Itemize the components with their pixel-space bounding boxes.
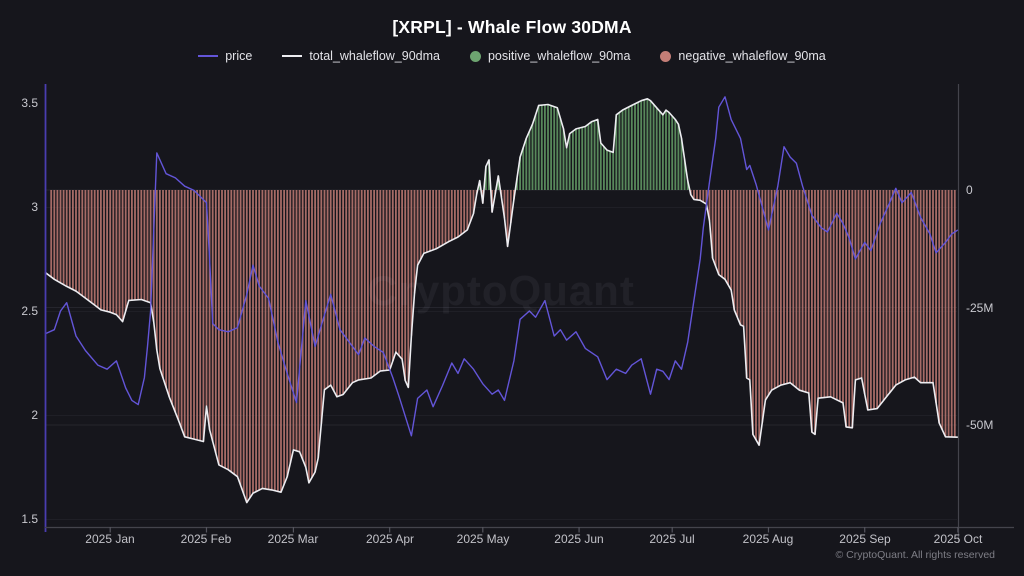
x-axis-tick: 2025 Mar	[267, 532, 319, 546]
x-axis-tick: 2025 Jul	[649, 532, 695, 546]
legend-item-price[interactable]: price	[198, 49, 252, 63]
legend-item-total-whaleflow[interactable]: total_whaleflow_90dma	[282, 49, 440, 63]
left-axis-tick: 3	[31, 200, 38, 214]
copyright-notice: © CryptoQuant. All rights reserved	[835, 549, 995, 561]
x-axis-tick: 2025 May	[456, 532, 510, 546]
legend-label: price	[225, 49, 253, 63]
x-axis-tick: 2025 Feb	[180, 532, 232, 546]
legend-label: negative_whaleflow_90ma	[678, 49, 826, 63]
whaleflow-bars	[50, 98, 956, 503]
left-axis-tick: 1.5	[21, 512, 38, 526]
total-whaleflow-line-swatch	[282, 55, 303, 57]
legend-item-negative-whaleflow[interactable]: negative_whaleflow_90ma	[660, 49, 826, 63]
grid-lines	[46, 189, 957, 520]
right-axis-tick: -25M	[966, 301, 994, 315]
legend-label: total_whaleflow_90dma	[309, 49, 440, 63]
left-axis-tick: 3.5	[21, 96, 38, 110]
chart-title: [XRPL] - Whale Flow 30DMA	[392, 17, 632, 37]
right-axis-tick: -50M	[966, 418, 994, 432]
negative-whaleflow-dot-swatch	[660, 50, 672, 62]
x-axis-tick: 2025 Jun	[554, 532, 604, 546]
legend-item-positive-whaleflow[interactable]: positive_whaleflow_90ma	[469, 49, 631, 63]
positive-whaleflow-dot-swatch	[469, 50, 481, 62]
x-axis-tick: 2025 Jan	[85, 532, 135, 546]
x-axis-tick: 2025 Oct	[933, 532, 983, 546]
x-axis-tick: 2025 Apr	[365, 532, 415, 546]
left-axis-tick: 2.5	[21, 304, 38, 318]
legend: price total_whaleflow_90dma positive_wha…	[0, 49, 1024, 63]
price-line-swatch	[198, 55, 219, 57]
x-axis-tick: 2025 Sep	[839, 532, 891, 546]
legend-label: positive_whaleflow_90ma	[487, 49, 631, 63]
axis-lines	[44, 84, 1014, 543]
x-axis-tick: 2025 Aug	[742, 532, 794, 546]
left-axis-tick: 2	[31, 408, 38, 422]
total-whaleflow-line	[44, 98, 958, 504]
right-axis-tick: 0	[966, 183, 973, 197]
price-line	[44, 96, 959, 437]
